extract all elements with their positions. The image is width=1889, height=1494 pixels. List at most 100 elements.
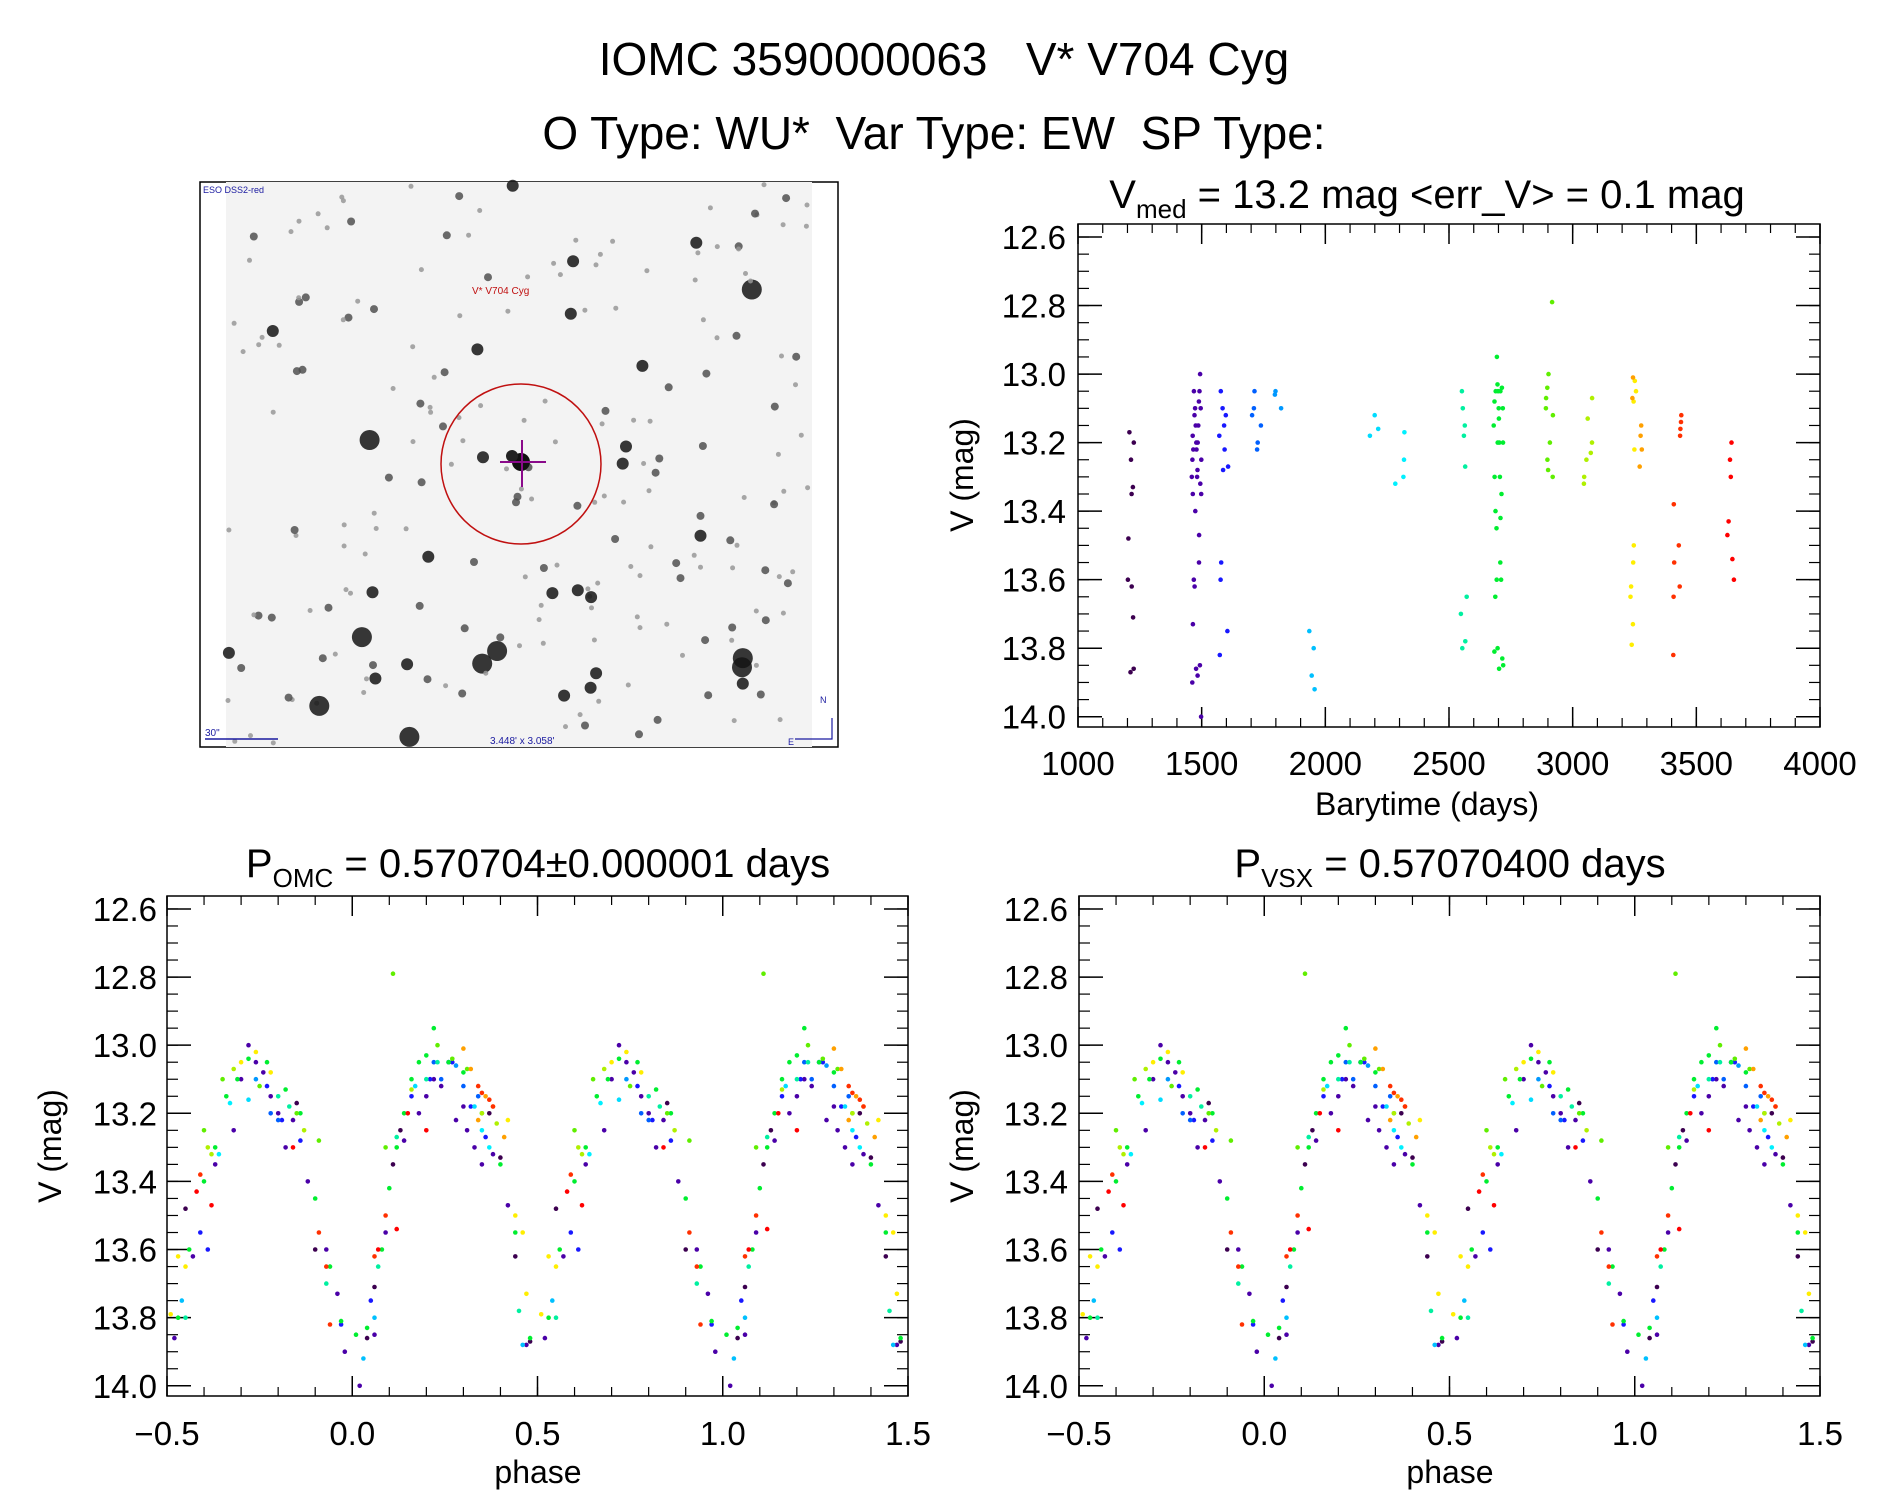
data-point	[1637, 464, 1642, 469]
data-point	[305, 1179, 311, 1184]
star	[595, 580, 601, 586]
data-point	[1147, 1076, 1152, 1082]
y-tick-label: 13.4	[1004, 1163, 1068, 1200]
data-point	[294, 1111, 300, 1116]
data-point	[1492, 474, 1497, 480]
star	[726, 536, 735, 545]
x-axis-label: phase	[1406, 1454, 1493, 1490]
data-point	[1780, 1155, 1786, 1160]
data-point	[683, 1247, 688, 1252]
data-point	[546, 1254, 551, 1259]
data-point	[1747, 1128, 1752, 1133]
star	[351, 627, 372, 648]
data-point	[1197, 371, 1203, 377]
data-point	[1676, 1145, 1682, 1150]
data-point	[1788, 1117, 1793, 1123]
data-point	[1250, 1318, 1256, 1324]
data-point	[687, 1230, 692, 1235]
data-point	[1347, 1042, 1352, 1048]
data-point	[1180, 1094, 1185, 1099]
data-point	[261, 1070, 266, 1075]
data-point	[794, 1076, 800, 1082]
data-point	[464, 1066, 470, 1072]
star	[571, 584, 584, 597]
data-point	[664, 1100, 670, 1106]
data-point	[1350, 1076, 1356, 1082]
data-point	[1460, 645, 1465, 651]
star	[743, 271, 748, 276]
data-point	[1599, 1230, 1604, 1235]
data-point	[424, 1094, 429, 1099]
data-point	[661, 1145, 666, 1150]
data-point	[1387, 1094, 1393, 1099]
data-point	[553, 1315, 559, 1320]
star	[782, 194, 791, 203]
star	[307, 608, 313, 613]
data-point	[1639, 1383, 1645, 1389]
data-point	[1743, 1070, 1749, 1075]
data-point	[1795, 1230, 1801, 1235]
data-point	[1621, 1322, 1626, 1327]
data-point	[212, 1162, 218, 1167]
data-point	[1217, 433, 1222, 439]
data-point	[1343, 1059, 1349, 1065]
star	[611, 535, 620, 543]
data-point	[687, 1138, 692, 1143]
data-point	[316, 1230, 322, 1235]
data-point	[753, 1145, 759, 1150]
data-point	[1336, 1128, 1341, 1133]
data-point	[1751, 1104, 1756, 1109]
star	[753, 608, 759, 614]
star	[698, 442, 707, 450]
data-point	[1580, 1111, 1586, 1116]
data-point	[513, 1230, 518, 1235]
data-point	[1581, 481, 1587, 487]
star	[484, 273, 492, 282]
data-point	[1565, 1087, 1571, 1092]
data-point	[698, 1322, 703, 1327]
data-point	[387, 1185, 392, 1191]
x-tick-label: −0.5	[1046, 1415, 1111, 1452]
data-point	[487, 1145, 492, 1150]
data-point	[1580, 1138, 1586, 1143]
data-point	[1500, 663, 1506, 668]
data-point	[1249, 412, 1255, 418]
star	[637, 573, 643, 579]
star	[225, 698, 231, 703]
data-point	[1121, 1203, 1126, 1208]
star	[790, 569, 796, 575]
star	[443, 683, 449, 689]
data-point	[1139, 1100, 1145, 1106]
star	[256, 342, 262, 348]
data-point	[831, 1070, 837, 1075]
star	[636, 359, 649, 372]
data-point	[779, 1076, 785, 1082]
data-point	[1495, 645, 1500, 651]
data-point	[705, 1291, 711, 1297]
data-point	[1321, 1094, 1326, 1099]
data-point	[1671, 560, 1677, 565]
data-point	[1432, 1342, 1437, 1348]
star	[680, 652, 685, 658]
data-point	[1375, 426, 1381, 432]
data-point	[768, 1128, 774, 1133]
data-point	[490, 1104, 496, 1109]
star	[324, 603, 333, 612]
star	[698, 564, 703, 570]
star	[741, 495, 747, 500]
star	[403, 526, 409, 532]
data-point	[1576, 1111, 1582, 1116]
star	[536, 617, 542, 623]
data-point	[1528, 1056, 1534, 1062]
data-point	[1195, 1145, 1200, 1150]
data-point	[1287, 1264, 1293, 1269]
data-point	[1306, 1134, 1311, 1140]
star	[276, 342, 282, 348]
data-point	[1595, 1247, 1600, 1252]
data-point	[724, 1332, 729, 1337]
data-point	[1610, 1322, 1615, 1327]
data-point	[1773, 1151, 1778, 1157]
star	[728, 623, 737, 632]
data-point	[1630, 560, 1636, 565]
data-point	[1513, 1128, 1519, 1133]
